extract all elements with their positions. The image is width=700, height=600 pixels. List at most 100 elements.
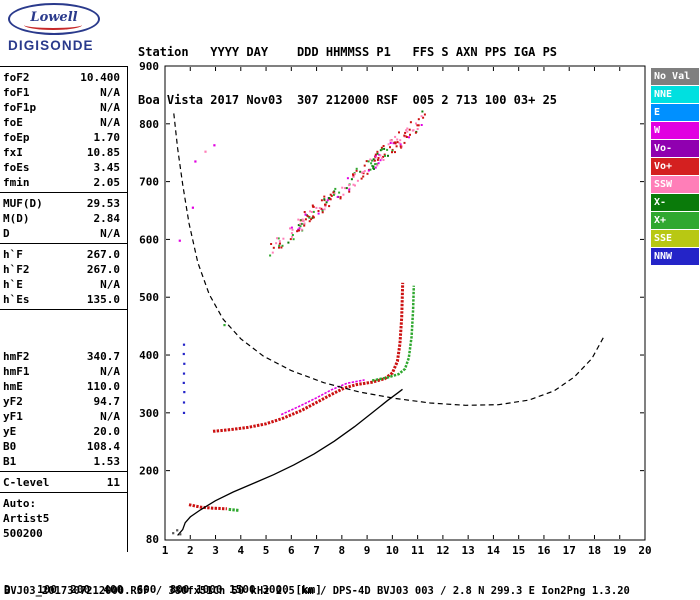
param-value: 10.400 <box>80 71 120 84</box>
f-trace-x-mode <box>371 285 416 382</box>
param-group-1: foF2 10.400 foF1 N/A foF1p N/A foE N/A foEp 1.70 f… <box>0 67 127 193</box>
param-hes: h`Es 135.0 <box>0 292 127 307</box>
param-label: MUF(D) <box>3 197 43 210</box>
param-label: C-level <box>3 476 50 489</box>
param-value: 340.7 <box>86 350 120 363</box>
param-value: 267.0 <box>86 263 120 276</box>
scaled-parameters-panel: foF2 10.400 foF1 N/A foF1p N/A foE N/A foEp 1.70 f… <box>0 66 127 543</box>
electron-density-profile <box>177 388 403 536</box>
param-value: 11 <box>106 476 120 489</box>
muf-transmission-curve <box>173 113 604 406</box>
f-trace-o-mode <box>212 282 405 433</box>
legend-item-x-: X- <box>651 194 699 211</box>
y-tick-label: 400 <box>139 349 159 362</box>
param-label: M(D) <box>3 212 30 225</box>
param-label: Auto: <box>3 497 37 510</box>
param-label: B0 <box>3 440 17 453</box>
param-label: foE <box>3 116 23 129</box>
param-label: h`E <box>3 278 23 291</box>
digisonde-wordmark: DIGISONDE <box>8 38 94 53</box>
x-tick-label: 20 <box>638 544 651 557</box>
param-label: foF1p <box>3 101 37 114</box>
param-fmin: fmin 2.05 <box>0 175 127 190</box>
param-group-4: hmF2 340.7 hmF1 N/A hmE 110.0 yF2 94.7 yF1 N/A yE 2… <box>0 346 127 472</box>
x-tick-label: 9 <box>364 544 371 557</box>
y-tick-label: 200 <box>139 465 159 478</box>
param-value: 267.0 <box>86 248 120 261</box>
muf-distance-table: D 100 200 400 600 800 1000 1500 3000 [km… <box>4 555 329 600</box>
param-value: N/A <box>100 227 120 240</box>
param-b0: B0 108.4 <box>0 439 127 454</box>
param-yf1: yF1 N/A <box>0 409 127 424</box>
param-group-2: MUF(D) 29.53 M(D) 2.84 D N/A <box>0 193 127 244</box>
lowell-digisonde-logo: Lowell DIGISONDE <box>8 3 124 53</box>
legend-item-nne: NNE <box>651 86 699 103</box>
legend-item-vo-: Vo- <box>651 140 699 157</box>
es-trace-x-mode <box>228 507 240 512</box>
legend-item-x-: X+ <box>651 212 699 229</box>
param-value: 94.7 <box>93 395 121 408</box>
param-foe: foE N/A <box>0 115 127 130</box>
legend-item-vo-: Vo+ <box>651 158 699 175</box>
station-header-table: Station YYYY DAY DDD HHMMSS P1 FFS S AXN… <box>138 12 557 140</box>
x-tick-label: 19 <box>613 544 626 557</box>
y-tick-label: 500 <box>139 291 159 304</box>
param-label: yE <box>3 425 17 438</box>
param-mufd: MUF(D) 29.53 <box>0 196 127 211</box>
file-info-line: BVJ03_2017307212000.RSF / 380fx51Ch 50 k… <box>4 585 630 597</box>
param-clevel: C-level 11 <box>0 475 127 490</box>
param-label: foEp <box>3 131 30 144</box>
param-label: h`Es <box>3 293 30 306</box>
param-group-3: h`F 267.0 h`F2 267.0 h`E N/A h`Es 135.0 <box>0 244 127 310</box>
x-tick-label: 12 <box>436 544 449 557</box>
distance-row: D 100 200 400 600 800 1000 1500 3000 [km… <box>4 583 322 596</box>
param-value: 108.4 <box>86 440 120 453</box>
y-tick-label: 600 <box>139 233 159 246</box>
param-label: fxI <box>3 146 23 159</box>
param-value: N/A <box>100 365 120 378</box>
legend-item-nnw: NNW <box>651 248 699 265</box>
param-label: 500200 <box>3 527 43 540</box>
legend-item-no-val: No Val <box>651 68 699 85</box>
x-tick-label: 13 <box>462 544 475 557</box>
param-value: 1.70 <box>93 131 121 144</box>
param-hmf2: hmF2 340.7 <box>0 349 127 364</box>
param-he: h`E N/A <box>0 277 127 292</box>
param-label: h`F <box>3 248 23 261</box>
param-label: foF2 <box>3 71 30 84</box>
param-hme: hmE 110.0 <box>0 379 127 394</box>
param-value: 135.0 <box>86 293 120 306</box>
param-label: h`F2 <box>3 263 30 276</box>
param-b1: B1 1.53 <box>0 454 127 469</box>
param-hf: h`F 267.0 <box>0 247 127 262</box>
x-tick-label: 10 <box>386 544 399 557</box>
param-label: hmF2 <box>3 350 30 363</box>
param-label: yF2 <box>3 395 23 408</box>
param-foes: foEs 3.45 <box>0 160 127 175</box>
param-500200: 500200 <box>0 526 127 541</box>
echo-color-legend: No Val NNE E W Vo- Vo+ SSW X- X+ SSE NNW <box>651 68 699 266</box>
param-fof1: foF1 N/A <box>0 85 127 100</box>
param-yf2: yF2 94.7 <box>0 394 127 409</box>
x-tick-label: 18 <box>588 544 601 557</box>
param-label: D <box>3 227 10 240</box>
x-tick-label: 15 <box>512 544 525 557</box>
param-fof2: foF2 10.400 <box>0 70 127 85</box>
param-foep: foEp 1.70 <box>0 130 127 145</box>
logo-red-swoosh <box>24 20 82 30</box>
param-fof1p: foF1p N/A <box>0 100 127 115</box>
param-label: B1 <box>3 455 17 468</box>
x-tick-label: 11 <box>411 544 425 557</box>
x-tick-label: 16 <box>537 544 551 557</box>
param-hmf1: hmF1 N/A <box>0 364 127 379</box>
param-ye: yE 20.0 <box>0 424 127 439</box>
param-label: foF1 <box>3 86 30 99</box>
param-value: 20.0 <box>93 425 121 438</box>
param-label: hmE <box>3 380 23 393</box>
param-label: foEs <box>3 161 30 174</box>
legend-item-ssw: SSW <box>651 176 699 193</box>
lowell-logo-oval: Lowell <box>8 3 100 35</box>
y-tick-label: 300 <box>139 407 159 420</box>
param-label: fmin <box>3 176 30 189</box>
